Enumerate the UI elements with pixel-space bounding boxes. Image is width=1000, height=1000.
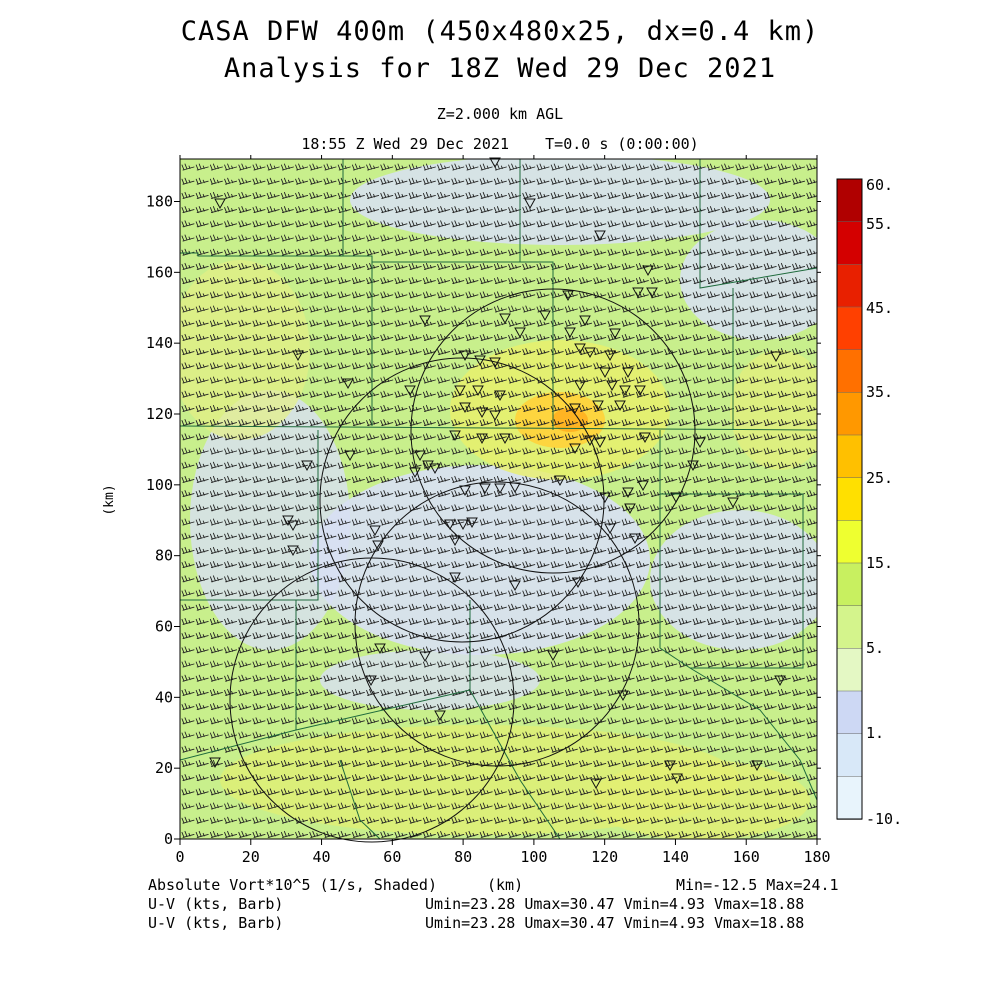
- y-tick-label: 120: [146, 405, 173, 423]
- valid-time-label: 18:55 Z Wed 29 Dec 2021 T=0.0 s (0:00:00…: [301, 135, 699, 153]
- y-tick-label: 80: [155, 547, 173, 565]
- map-title: CASA DFW 400m (450x480x25, dx=0.4 km): [180, 16, 820, 47]
- y-tick-label: 180: [146, 193, 173, 211]
- y-tick-label: 40: [155, 688, 173, 706]
- y-tick-label: 0: [164, 830, 173, 848]
- y-tick-label: 60: [155, 618, 173, 636]
- field-minmax: Min=-12.5 Max=24.1: [676, 876, 839, 894]
- color-swatch: [836, 776, 863, 820]
- y-tick-label: 140: [146, 334, 173, 352]
- x-tick-label: 180: [803, 848, 830, 866]
- x-axis: 0 20 40 60 80 100 120 140 160 180: [175, 155, 831, 866]
- x-tick-label: 0: [175, 848, 184, 866]
- colorbar-label: 1.: [866, 724, 884, 742]
- color-swatch: [836, 477, 863, 522]
- colorbar-label: 45.: [866, 299, 893, 317]
- colorbar-label: 55.: [866, 215, 893, 233]
- color-swatch: [836, 562, 863, 607]
- color-swatch: [836, 648, 863, 692]
- color-swatch: [836, 221, 863, 266]
- color-swatch: [836, 605, 863, 650]
- plot-frame: [179, 158, 818, 840]
- colorbar-label: 25.: [866, 469, 893, 487]
- color-swatch: [836, 306, 863, 351]
- color-swatch: [836, 349, 863, 394]
- level-label: Z=2.000 km AGL: [436, 105, 564, 123]
- x-tick-label: 160: [733, 848, 760, 866]
- colorbar-label: 5.: [866, 639, 884, 657]
- color-swatch: [836, 733, 863, 778]
- x-tick-label: 40: [313, 848, 331, 866]
- color-swatch: [836, 264, 863, 308]
- y-axis-label: (km): [102, 484, 117, 515]
- colorbar-label: 15.: [866, 554, 893, 572]
- x-axis-label: (km): [487, 876, 524, 894]
- color-swatch: [836, 178, 863, 223]
- colorbar-label: -10.: [866, 810, 902, 828]
- color-swatch: [836, 520, 863, 564]
- county-boundaries: [180, 159, 817, 839]
- barb-stats-2: Umin=23.28 Umax=30.47 Vmin=4.93 Vmax=18.…: [425, 914, 805, 932]
- barb-field-label-2: U-V (kts, Barb): [148, 914, 284, 932]
- x-tick-label: 140: [662, 848, 689, 866]
- barb-field-label-1: U-V (kts, Barb): [148, 895, 284, 913]
- y-axis: 0 20 40 60 80 100 120 140 160 180: [146, 193, 821, 848]
- colorbar-label: 35.: [866, 383, 893, 401]
- color-scale: 60. 55. 45. 35. 25. 15. 5. 1. -10.: [836, 176, 902, 828]
- x-tick-label: 80: [454, 848, 472, 866]
- barb-stats-1: Umin=23.28 Umax=30.47 Vmin=4.93 Vmax=18.…: [425, 895, 805, 913]
- y-tick-label: 160: [146, 263, 173, 281]
- colorbar-label: 60.: [866, 176, 893, 194]
- y-tick-label: 100: [146, 476, 173, 494]
- y-tick-label: 20: [155, 759, 173, 777]
- x-tick-label: 100: [520, 848, 547, 866]
- color-swatch: [836, 434, 863, 479]
- color-swatch: [836, 690, 863, 735]
- wind-barbs: [181, 163, 817, 838]
- map-subtitle: Analysis for 18Z Wed 29 Dec 2021: [223, 53, 777, 84]
- x-tick-label: 120: [591, 848, 618, 866]
- x-tick-label: 20: [242, 848, 260, 866]
- color-swatch: [836, 392, 863, 436]
- x-tick-label: 60: [383, 848, 401, 866]
- shaded-field-label: Absolute Vort*10^5 (1/s, Shaded): [148, 876, 437, 894]
- station-markers: [209, 157, 786, 790]
